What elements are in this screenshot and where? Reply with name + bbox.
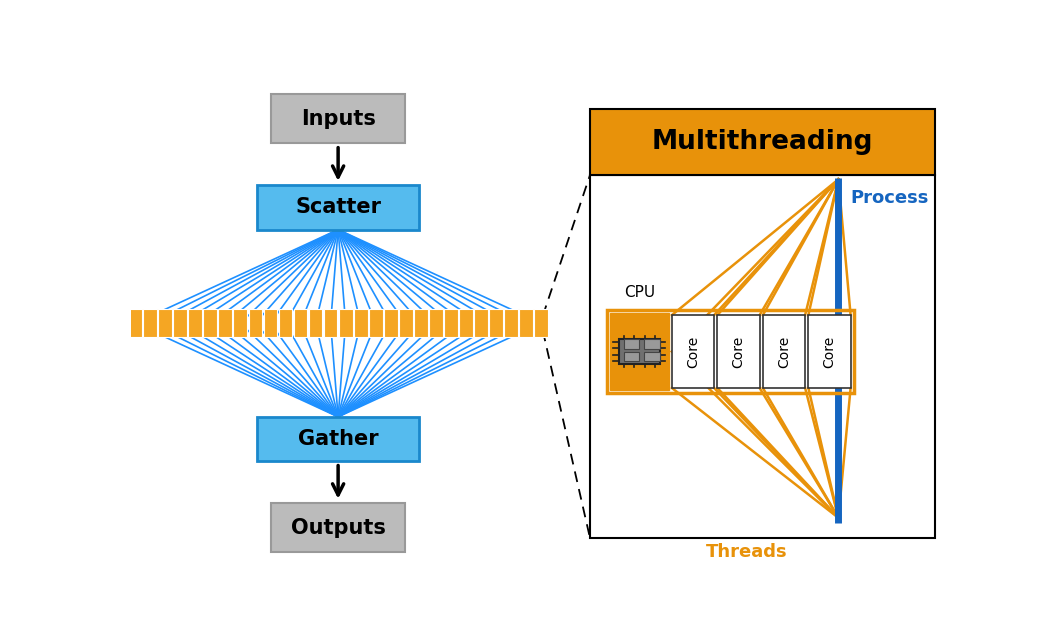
Text: Process: Process — [850, 189, 929, 207]
FancyBboxPatch shape — [489, 309, 503, 337]
Text: Core: Core — [823, 335, 836, 367]
FancyBboxPatch shape — [763, 315, 805, 388]
FancyBboxPatch shape — [158, 309, 172, 337]
Text: Core: Core — [686, 335, 700, 367]
Text: Inputs: Inputs — [301, 109, 375, 129]
Text: Gather: Gather — [298, 429, 378, 449]
FancyBboxPatch shape — [257, 185, 419, 230]
FancyBboxPatch shape — [263, 309, 278, 337]
FancyBboxPatch shape — [808, 315, 851, 388]
FancyBboxPatch shape — [271, 94, 406, 143]
FancyBboxPatch shape — [218, 309, 233, 337]
FancyBboxPatch shape — [128, 309, 141, 337]
FancyBboxPatch shape — [474, 309, 488, 337]
FancyBboxPatch shape — [339, 309, 352, 337]
FancyBboxPatch shape — [610, 314, 669, 390]
FancyBboxPatch shape — [173, 309, 188, 337]
FancyBboxPatch shape — [534, 309, 548, 337]
FancyBboxPatch shape — [590, 175, 935, 538]
FancyBboxPatch shape — [399, 309, 413, 337]
FancyBboxPatch shape — [189, 309, 202, 337]
Text: CPU: CPU — [624, 285, 655, 300]
FancyBboxPatch shape — [590, 109, 935, 175]
FancyBboxPatch shape — [248, 309, 262, 337]
Text: Core: Core — [732, 335, 745, 367]
FancyBboxPatch shape — [144, 309, 157, 337]
Text: Outputs: Outputs — [290, 518, 386, 538]
FancyBboxPatch shape — [645, 339, 660, 349]
FancyBboxPatch shape — [444, 309, 458, 337]
FancyBboxPatch shape — [624, 339, 639, 349]
FancyBboxPatch shape — [624, 351, 639, 361]
FancyBboxPatch shape — [279, 309, 292, 337]
FancyBboxPatch shape — [324, 309, 337, 337]
FancyBboxPatch shape — [257, 417, 419, 461]
FancyBboxPatch shape — [429, 309, 442, 337]
FancyBboxPatch shape — [234, 309, 247, 337]
FancyBboxPatch shape — [369, 309, 383, 337]
FancyBboxPatch shape — [271, 503, 406, 552]
FancyBboxPatch shape — [293, 309, 307, 337]
FancyBboxPatch shape — [504, 309, 518, 337]
FancyBboxPatch shape — [203, 309, 217, 337]
FancyBboxPatch shape — [619, 339, 660, 364]
Text: Scatter: Scatter — [296, 197, 381, 218]
Text: Core: Core — [777, 335, 791, 367]
FancyBboxPatch shape — [384, 309, 397, 337]
FancyBboxPatch shape — [459, 309, 473, 337]
FancyBboxPatch shape — [645, 351, 660, 361]
FancyBboxPatch shape — [519, 309, 533, 337]
FancyBboxPatch shape — [672, 315, 714, 388]
Text: Multithreading: Multithreading — [652, 129, 873, 155]
FancyBboxPatch shape — [414, 309, 428, 337]
FancyBboxPatch shape — [354, 309, 368, 337]
FancyBboxPatch shape — [309, 309, 323, 337]
FancyBboxPatch shape — [718, 315, 760, 388]
Text: Threads: Threads — [706, 543, 788, 561]
